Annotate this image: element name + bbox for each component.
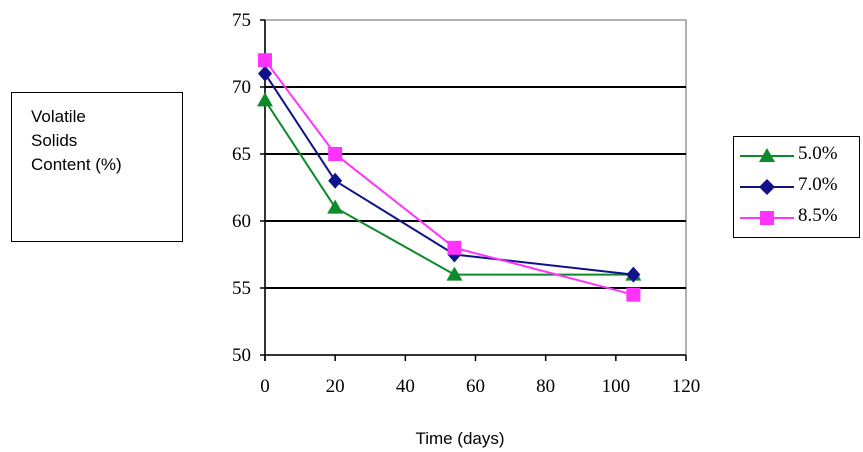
data-point-diamond <box>626 266 641 283</box>
plot-area-border <box>264 19 687 356</box>
y-axis-title-box: Volatile Solids Content (%) <box>11 92 183 242</box>
data-point-triangle <box>257 92 273 107</box>
legend-swatch-diamond-icon <box>740 179 794 195</box>
series-line-0 <box>264 99 634 276</box>
y-tick-label: 70 <box>232 77 251 98</box>
y-tick-label: 50 <box>232 345 251 366</box>
series-line-1 <box>264 73 634 276</box>
legend-item-7-0: 7.0% <box>734 172 861 202</box>
data-point-square <box>626 287 641 302</box>
data-point-square <box>258 53 272 68</box>
y-tick-label: 55 <box>232 278 251 299</box>
x-axis-title: Time (days) <box>415 429 504 448</box>
data-point-triangle <box>327 199 344 214</box>
y-axis-title-line: Volatile <box>31 107 86 126</box>
data-point-triangle <box>446 266 463 281</box>
data-point-diamond <box>258 65 272 82</box>
y-tick-label: 60 <box>232 211 251 232</box>
data-point-square <box>328 147 343 161</box>
x-tick-label: 20 <box>326 376 345 397</box>
x-tick-label: 100 <box>602 376 631 397</box>
x-tick-label: 0 <box>260 376 270 397</box>
x-tick-label: 120 <box>672 376 701 397</box>
data-point-diamond <box>328 172 343 189</box>
y-tick-label: 75 <box>232 10 251 31</box>
x-tick-label: 80 <box>536 376 555 397</box>
legend-swatch-square-icon <box>740 211 794 225</box>
legend-label: 8.5% <box>798 205 838 226</box>
x-tick-label: 40 <box>396 376 415 397</box>
y-axis-title-line: Solids <box>31 131 78 150</box>
legend-label: 7.0% <box>798 174 838 195</box>
x-tick-label: 60 <box>466 376 485 397</box>
legend: 5.0% 7.0% 8.5% <box>733 136 860 238</box>
legend-swatch-triangle-icon <box>740 148 794 162</box>
y-tick-label: 65 <box>232 144 251 165</box>
legend-label: 5.0% <box>798 143 838 164</box>
y-axis-title: Volatile Solids Content (%) <box>31 105 181 177</box>
data-point-square <box>447 240 462 255</box>
legend-item-5-0: 5.0% <box>734 141 861 171</box>
series-line-2 <box>264 59 634 296</box>
legend-item-8-5: 8.5% <box>734 203 861 233</box>
y-axis-title-line: Content (%) <box>31 155 122 174</box>
